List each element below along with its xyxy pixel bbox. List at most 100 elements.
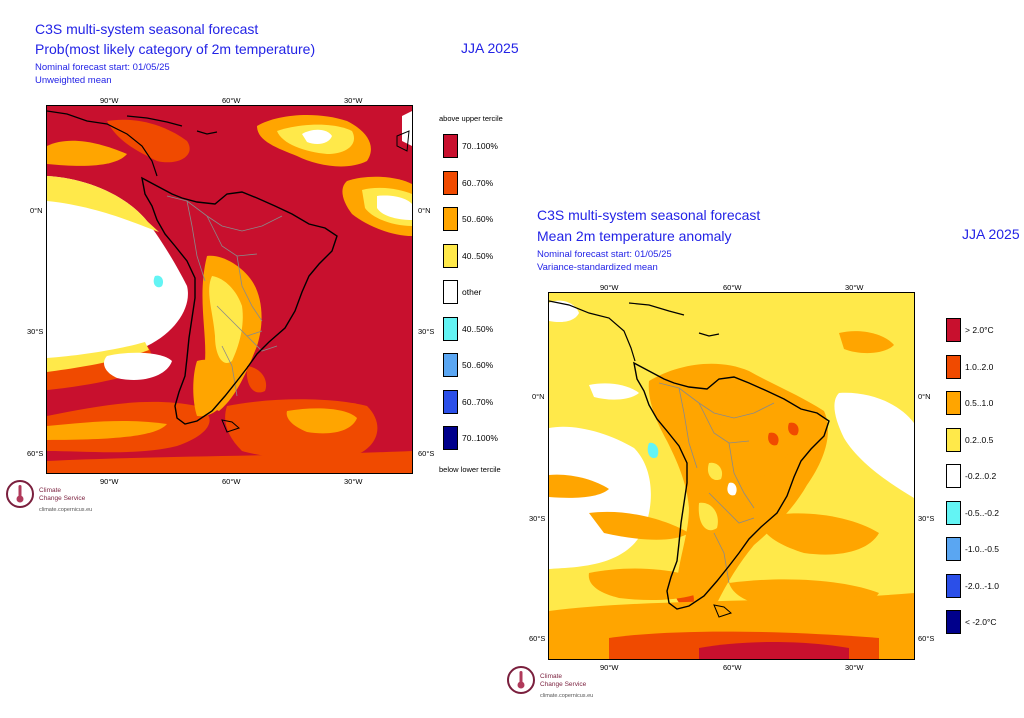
africa-edge: [396, 130, 410, 152]
panel2-legend-label: -2.0..-1.0: [965, 580, 1000, 591]
panel2-weighting: Variance-standardized mean: [537, 262, 658, 273]
caribbean-islands: [196, 130, 218, 135]
contour-edge: [47, 176, 159, 232]
south-america-coastline: [141, 176, 338, 425]
cold-spot: [647, 442, 659, 459]
land-neutral-spot: [727, 482, 737, 496]
panel2-legend-item: -1.0..-0.5: [946, 537, 1024, 561]
panel1-legend-swatch: [443, 426, 458, 450]
atlantic-patch: [402, 111, 412, 146]
caribbean-patch: [107, 119, 190, 163]
central-america-coastline: [47, 110, 158, 177]
panel2-legend-label: 0.2..0.5: [965, 434, 994, 445]
panel1-lat-tick-left: 30°S: [27, 327, 44, 336]
panel1-legend-item: 40..50%: [443, 243, 533, 268]
panel1-legend-swatch: [443, 243, 458, 268]
panel2-forecast-start: Nominal forecast start: 01/05/25: [537, 249, 672, 260]
land-mild-area: [698, 502, 718, 531]
panel1-lon-tick-bottom: 30°W: [344, 477, 363, 486]
panel1-title-line1: C3S multi-system seasonal forecast: [35, 21, 259, 37]
panel1-lon-tick-bottom: 60°W: [222, 477, 241, 486]
panel2-legend-swatch: [946, 500, 961, 525]
panel1-lat-tick-left: 60°S: [27, 449, 44, 458]
panel1-lat-tick-right: 0°N: [418, 206, 431, 215]
panel1-legend-swatch: [443, 170, 458, 195]
panel1-legend-label: 60..70%: [462, 177, 494, 188]
panel1-legend-item: 50..60%: [443, 207, 533, 231]
panel1-legend-label: 70..100%: [462, 433, 498, 443]
panel2-title-line1: C3S multi-system seasonal forecast: [537, 207, 761, 223]
panel1-legend-swatch: [443, 207, 458, 231]
caribbean-patch: [47, 140, 127, 166]
panel1-legend-label: 50..60%: [462, 214, 494, 224]
panel2-legend-swatch: [946, 391, 961, 415]
panel2-legend-label: -0.5..-0.2: [965, 507, 1000, 518]
panel2-logo-name-line1: Climate: [540, 673, 563, 680]
panel2-lat-tick-right: 30°S: [918, 514, 935, 523]
central-america-coastline: [549, 300, 636, 362]
panel2-lon-tick-top: 60°W: [723, 283, 742, 292]
panel1-logo-url: climate.copernicus.eu: [39, 507, 93, 513]
ocean-band: [589, 511, 689, 540]
caribbean-islands: [126, 115, 183, 127]
panel1-legend-label: 60..70%: [462, 396, 494, 407]
panel1-legend-item: 60..70%: [443, 389, 533, 414]
panel1-legend-swatch: [443, 389, 458, 414]
panel1-legend-label: 70..100%: [462, 141, 498, 151]
panel2-lon-tick-bottom: 60°W: [723, 663, 742, 672]
panel1-legend-item: 40..50%: [443, 316, 533, 341]
thermometer-logo-icon: [6, 480, 34, 508]
contour-edge: [47, 342, 149, 372]
panel2-title-line2: Mean 2m temperature anomaly: [537, 228, 732, 244]
panel2-legend-swatch: [946, 537, 961, 561]
panel2-logo-url: climate.copernicus.eu: [540, 693, 594, 699]
panel1-legend-item: 50..60%: [443, 353, 533, 377]
southern-band: [47, 420, 167, 440]
panel2-legend-swatch: [946, 610, 961, 634]
panel2-lon-tick-bottom: 30°W: [845, 663, 864, 672]
country-borders: [166, 195, 283, 397]
panel2-legend-item: -2.0..-1.0: [946, 573, 1024, 598]
panel1-weighting: Unweighted mean: [35, 75, 112, 86]
panel1-legend-swatch: [443, 316, 458, 341]
panel2-legend-swatch: [946, 354, 961, 379]
panel2-legend-item: > 2.0°C: [946, 318, 1024, 342]
panel1-lat-tick-right: 30°S: [418, 327, 435, 336]
panel2-legend-item: < -2.0°C: [946, 610, 1024, 634]
caribbean-islands: [698, 332, 720, 337]
panel1-forecast-start: Nominal forecast start: 01/05/25: [35, 62, 170, 73]
panel2-legend-item: -0.5..-0.2: [946, 500, 1024, 525]
panel2-lon-tick-top: 30°W: [845, 283, 864, 292]
panel1-legend-label: 40..50%: [462, 323, 494, 334]
panel2-legend-label: 1.0..2.0: [965, 361, 994, 372]
neutral-blob: [104, 352, 172, 381]
panel1-legend-item: 70..100%: [443, 134, 533, 158]
panel1-legend-label: 50..60%: [462, 360, 494, 370]
panel2-legend-label: -0.2..0.2: [965, 471, 997, 481]
land-anomaly: [246, 366, 267, 393]
ocean-band: [759, 513, 879, 555]
southern-band: [699, 641, 849, 659]
panel1-logo-name-line2: Change Service: [39, 495, 86, 502]
hot-spot: [768, 432, 779, 446]
panel2-lat-tick-left: 60°S: [529, 634, 546, 643]
panel1-legend-swatch: [443, 353, 458, 377]
panel1-legend-item: 70..100%: [443, 426, 533, 450]
panel1-legend-header: above upper tercile: [439, 114, 503, 123]
panel2-legend-label: < -2.0°C: [965, 617, 997, 627]
panel2-legend-label: 0.5..1.0: [965, 398, 994, 408]
panel1-legend-label: other: [462, 287, 482, 297]
panel2-logo-name-line2: Change Service: [540, 681, 587, 688]
ocean-band: [549, 474, 609, 498]
south-america-coastline: [633, 361, 830, 610]
panel2-legend-item: 0.5..1.0: [946, 391, 1024, 415]
panel1-legend-swatch: [443, 280, 458, 304]
caribbean-islands: [628, 302, 685, 316]
panel2-lat-tick-right: 60°S: [918, 634, 935, 643]
atlantic-patch: [302, 129, 332, 144]
cold-spot: [153, 275, 164, 288]
panel2-copernicus-logo: Climate Change Service climate.copernicu…: [505, 664, 593, 701]
land-anomaly: [720, 386, 798, 477]
panel1-legend-label: 40..50%: [462, 250, 494, 261]
panel2-legend-swatch: [946, 318, 961, 342]
